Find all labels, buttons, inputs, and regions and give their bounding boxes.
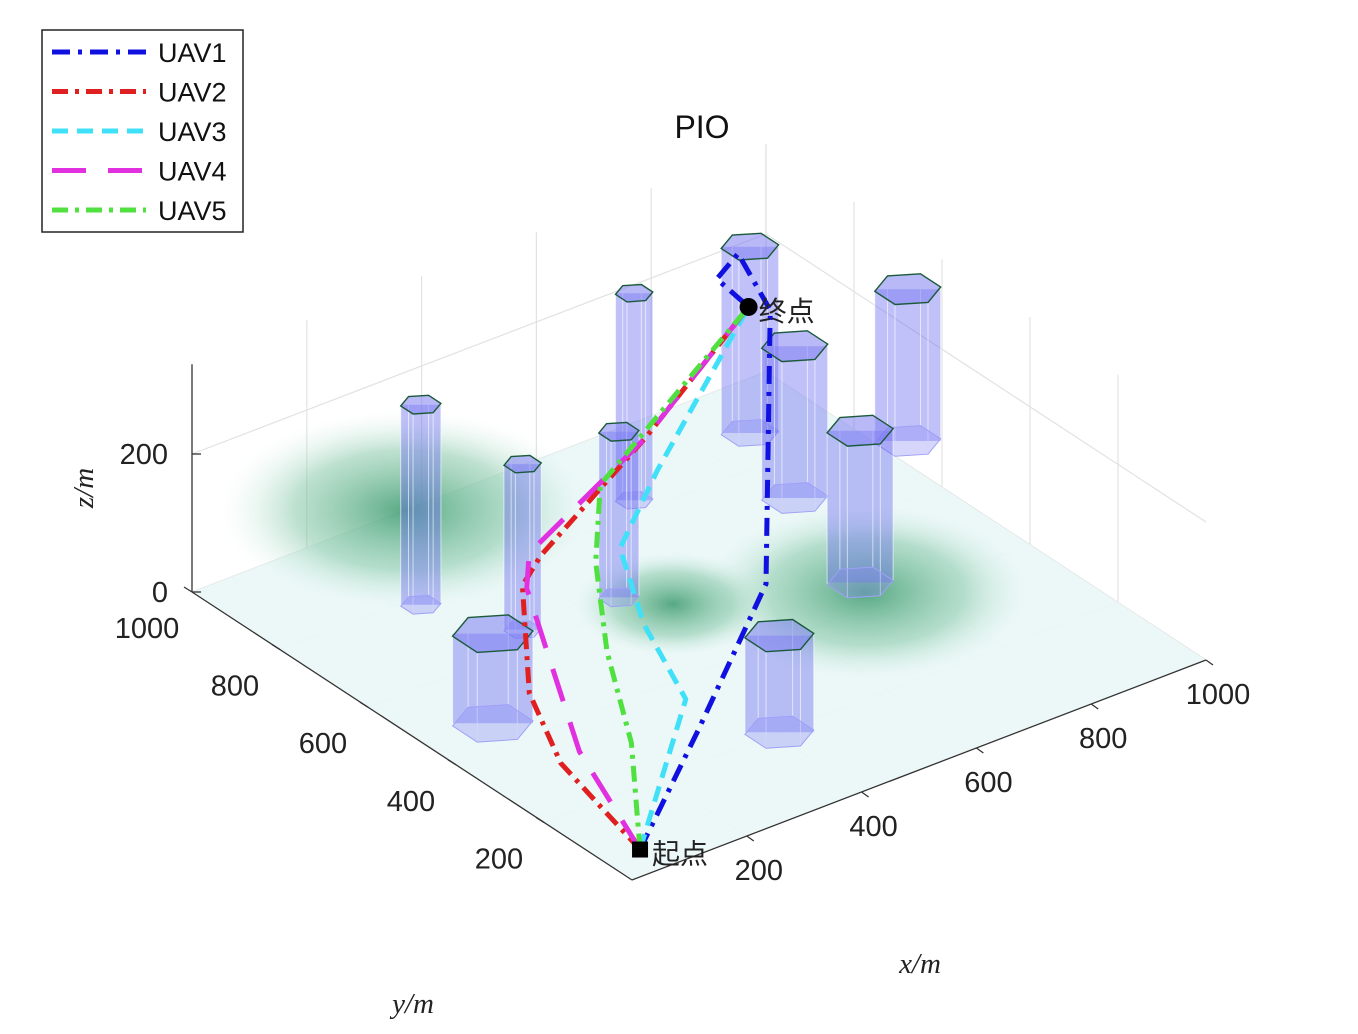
y-axis-line bbox=[191, 591, 633, 881]
x-tick-label: 600 bbox=[964, 767, 1012, 799]
obstacle-top bbox=[399, 394, 442, 415]
obstacle-bottom bbox=[826, 566, 894, 599]
end-marker bbox=[739, 297, 758, 316]
end-label: 终点 bbox=[759, 295, 815, 328]
y-axis-label: y/m bbox=[389, 988, 434, 1020]
x-tick-label: 200 bbox=[735, 855, 783, 887]
tick-labels: 200 400 600 800 1000 200 400 600 800 1000 0 200 bbox=[115, 439, 1251, 887]
x-tick-mark bbox=[1205, 659, 1214, 666]
obstacle-top bbox=[502, 454, 543, 474]
obstacle-cylinder bbox=[760, 330, 829, 514]
legend: UAV1 UAV2 UAV3 UAV4 UAV5 bbox=[41, 29, 244, 233]
path-uav2 bbox=[519, 305, 751, 852]
obstacle-top bbox=[873, 273, 942, 306]
start-label: 起点 bbox=[652, 838, 708, 871]
uav-paths bbox=[519, 251, 773, 852]
legend-label-uav4: UAV4 bbox=[158, 157, 227, 187]
obstacle-body bbox=[874, 289, 941, 441]
obstacle-cylinder bbox=[451, 614, 534, 743]
y-tick-label: 1000 bbox=[115, 613, 180, 645]
legend-label-uav5: UAV5 bbox=[158, 196, 227, 226]
obstacle-bottom bbox=[720, 419, 780, 447]
obstacle-top bbox=[614, 283, 654, 303]
obstacle-body bbox=[598, 431, 639, 598]
path-uav4 bbox=[524, 305, 751, 851]
y-tick-label: 800 bbox=[211, 671, 259, 703]
path-uav3 bbox=[617, 305, 751, 851]
obstacle-bottom bbox=[399, 594, 442, 615]
x-tick-label: 800 bbox=[1079, 723, 1127, 755]
obstacle-top bbox=[597, 421, 640, 442]
obstacle-bottom bbox=[760, 482, 829, 514]
obstacle-cylinder bbox=[614, 283, 654, 510]
terrain-peak bbox=[220, 410, 591, 610]
obstacle-body bbox=[400, 404, 441, 605]
obstacle-cylinder bbox=[873, 273, 942, 457]
terrain-floor bbox=[192, 372, 1206, 880]
obstacle-body bbox=[761, 346, 828, 498]
obstacle-body bbox=[827, 430, 894, 583]
y-tick-mark bbox=[535, 816, 545, 823]
obstacle-bottom bbox=[451, 704, 534, 743]
legend-label-uav1: UAV1 bbox=[158, 38, 227, 68]
y-tick-mark bbox=[271, 644, 281, 651]
obstacle-top bbox=[826, 414, 895, 447]
axis-lines bbox=[183, 364, 1214, 881]
y-tick-mark bbox=[359, 701, 369, 708]
x-tick-mark bbox=[1090, 703, 1099, 710]
terrain-peak bbox=[572, 551, 773, 658]
z-tick-label: 200 bbox=[120, 439, 168, 471]
z-axis-label: z/m bbox=[68, 468, 100, 509]
start-marker bbox=[632, 841, 649, 858]
x-tick-mark bbox=[976, 747, 984, 754]
x-tick-mark bbox=[861, 791, 869, 798]
chart-title: PIO bbox=[674, 109, 729, 145]
obstacle-body bbox=[615, 293, 653, 501]
x-tick-mark bbox=[746, 835, 755, 842]
obstacle-bottom bbox=[598, 587, 640, 608]
obstacle-top bbox=[760, 330, 829, 363]
y-tick-mark bbox=[183, 586, 193, 593]
x-tick-label: 400 bbox=[849, 811, 897, 843]
obstacle-cylinder bbox=[826, 414, 895, 599]
path-uav5 bbox=[593, 305, 751, 850]
obstacle-cylinder bbox=[399, 394, 442, 615]
obstacle-body bbox=[452, 633, 533, 724]
y-tick-label: 600 bbox=[299, 728, 347, 760]
obstacle-body bbox=[504, 464, 542, 630]
obstacle-bottom bbox=[744, 715, 815, 749]
z-tick-label: 0 bbox=[152, 577, 168, 609]
obstacle-body bbox=[744, 635, 814, 733]
y-tick-label: 200 bbox=[475, 843, 523, 875]
x-axis-label: x/m bbox=[898, 948, 941, 980]
y-tick-label: 400 bbox=[387, 786, 435, 818]
legend-label-uav2: UAV2 bbox=[158, 78, 227, 108]
obstacle-top bbox=[743, 618, 815, 653]
x-axis-line bbox=[631, 659, 1207, 881]
legend-label-uav3: UAV3 bbox=[158, 117, 227, 147]
obstacle-cylinders bbox=[399, 232, 942, 749]
obstacle-top bbox=[451, 614, 534, 654]
obstacle-cylinder bbox=[743, 618, 815, 749]
start-end-markers: 起点 终点 bbox=[632, 295, 815, 871]
x-tick-label: 1000 bbox=[1186, 679, 1251, 711]
y-tick-mark bbox=[447, 759, 457, 766]
